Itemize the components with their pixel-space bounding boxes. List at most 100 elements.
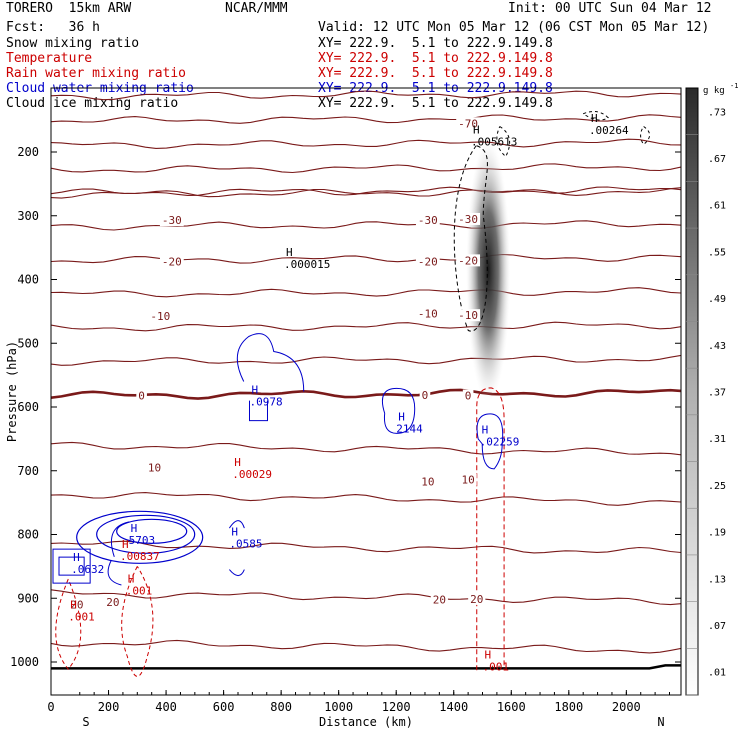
- maximum-value: .0632: [71, 563, 104, 576]
- maximum-marker: H: [122, 538, 129, 551]
- isotherm--20: [51, 253, 681, 264]
- isotherm-label: -20: [162, 256, 182, 269]
- colorbar-tick-label: .43: [708, 341, 726, 352]
- y-axis-title: Pressure (hPa): [5, 341, 19, 442]
- isotherm-label-bg: [459, 473, 477, 486]
- field-xy-rain: XY= 222.9. 5.1 to 222.9.149.8: [318, 66, 553, 81]
- colorbar-tick-label: .19: [708, 528, 726, 539]
- y-tick-label: 500: [17, 336, 39, 350]
- colorbar-unit-exponent: -1: [730, 82, 738, 90]
- y-tick-label: 900: [17, 591, 39, 605]
- isotherm-label: 20: [70, 599, 83, 612]
- isotherm-label: 20: [470, 593, 483, 606]
- maximum-marker: H: [482, 423, 489, 436]
- header-fcst: Fcst: 36 h: [6, 20, 100, 35]
- isotherm-label-bg: [145, 461, 164, 474]
- y-tick-label: 800: [17, 528, 39, 542]
- x-tick-label: 800: [270, 700, 292, 714]
- colorbar-tick-label: .73: [708, 107, 726, 118]
- cloud-water-contour-2: [381, 387, 416, 434]
- x-tick-label: 400: [155, 700, 177, 714]
- maximum-value: .001: [126, 584, 153, 597]
- maximum-marker: H: [398, 411, 405, 424]
- snow-contour: [453, 145, 488, 332]
- rain-contour-south-2: [55, 578, 82, 670]
- isotherm-15: [51, 540, 681, 554]
- maximum-value: .00029: [232, 468, 272, 481]
- isotherm--5: [51, 354, 681, 366]
- colorbar-tick-label: .67: [708, 154, 726, 165]
- isotherm-label: -30: [418, 214, 438, 227]
- colorbar-tick-label: .55: [708, 247, 726, 258]
- isotherm-5: [51, 441, 681, 456]
- y-tick-label: 400: [17, 273, 39, 287]
- plot-frame: [50, 87, 682, 696]
- x-tick-label: 1200: [382, 700, 411, 714]
- colorbar-tick-label: .37: [708, 388, 726, 399]
- ice-shading: [466, 139, 511, 402]
- isotherm-label-bg: [68, 598, 86, 611]
- isotherm-label-bg: [159, 214, 184, 227]
- header-init: Init: 00 UTC Sun 04 Mar 12: [508, 1, 712, 16]
- colorbar-tick-label: .49: [708, 294, 726, 305]
- field-xy-temperature: XY= 222.9. 5.1 to 222.9.149.8: [318, 51, 553, 66]
- x-tick-label: 200: [98, 700, 120, 714]
- isotherm--40: [51, 163, 681, 174]
- header-valid: Valid: 12 UTC Mon 05 Mar 12 (06 CST Mon …: [318, 20, 710, 35]
- x-tick-label: 1600: [497, 700, 526, 714]
- x-tick-label: 600: [213, 700, 235, 714]
- isotherm-label-bg: [456, 254, 481, 267]
- isotherm-label: -10: [418, 307, 438, 320]
- field-xy-snow: XY= 222.9. 5.1 to 222.9.149.8: [318, 36, 553, 51]
- snow-contour-north: [582, 111, 609, 121]
- maximum-marker: H: [234, 456, 241, 469]
- isotherm-label: 0: [465, 390, 472, 403]
- maximum-marker: H: [473, 124, 480, 137]
- isotherm-label-bg: [415, 214, 440, 227]
- isotherm-25: [51, 639, 681, 654]
- colorbar-tick-label: .07: [708, 621, 726, 632]
- isotherm-label: 10: [421, 476, 434, 489]
- maximum-value: .001: [483, 660, 510, 673]
- cloud-water-contour-core-0: [116, 518, 188, 544]
- isotherm--15: [51, 287, 681, 298]
- isotherm-label: -10: [150, 310, 170, 323]
- isotherm-label: -30: [162, 214, 182, 227]
- field-name-rain: Rain water mixing ratio: [6, 66, 187, 81]
- isotherm-label: -20: [418, 256, 438, 269]
- colorbar-unit: g kg: [703, 86, 725, 96]
- cloud-water-contour-core-2: [76, 510, 204, 564]
- snow-contour-north-2: [640, 126, 651, 146]
- header-model: TORERO 15km ARW: [6, 1, 132, 16]
- maximum-value: 5703: [129, 534, 156, 547]
- isotherm-label: 0: [138, 390, 145, 403]
- isotherm-label-bg: [462, 389, 474, 402]
- isotherm-label-bg: [415, 307, 440, 320]
- isotherm-label-bg: [419, 475, 437, 488]
- rain-contour-south: [121, 566, 154, 677]
- maximum-marker: H: [131, 522, 138, 535]
- colorbar-tick-label: .25: [708, 481, 726, 492]
- cloud-water-contour-6: [52, 548, 91, 584]
- north-label: N: [657, 715, 664, 729]
- isotherm-label-bg: [415, 255, 440, 268]
- maximum-value: .02259: [480, 435, 520, 448]
- colorbar-scale: [685, 87, 699, 696]
- isotherm--60: [51, 65, 681, 74]
- isotherm-label: 20: [433, 594, 446, 607]
- isotherm-label: 0: [422, 389, 429, 402]
- y-tick-label: 300: [17, 209, 39, 223]
- maximum-value: .00837: [120, 550, 160, 563]
- colorbar-tick-label: .31: [708, 434, 726, 445]
- maximum-marker: H: [286, 246, 293, 259]
- isotherm--50: [51, 114, 681, 124]
- x-axis-title: Distance (km): [319, 715, 413, 729]
- isotherm-label: 10: [148, 462, 161, 475]
- y-tick-label: 700: [17, 464, 39, 478]
- isotherm-label: -70: [458, 117, 478, 130]
- x-tick-label: 1800: [554, 700, 583, 714]
- maximum-marker: H: [128, 572, 135, 585]
- isotherm--35: [51, 187, 681, 199]
- isotherm--45: [51, 138, 681, 149]
